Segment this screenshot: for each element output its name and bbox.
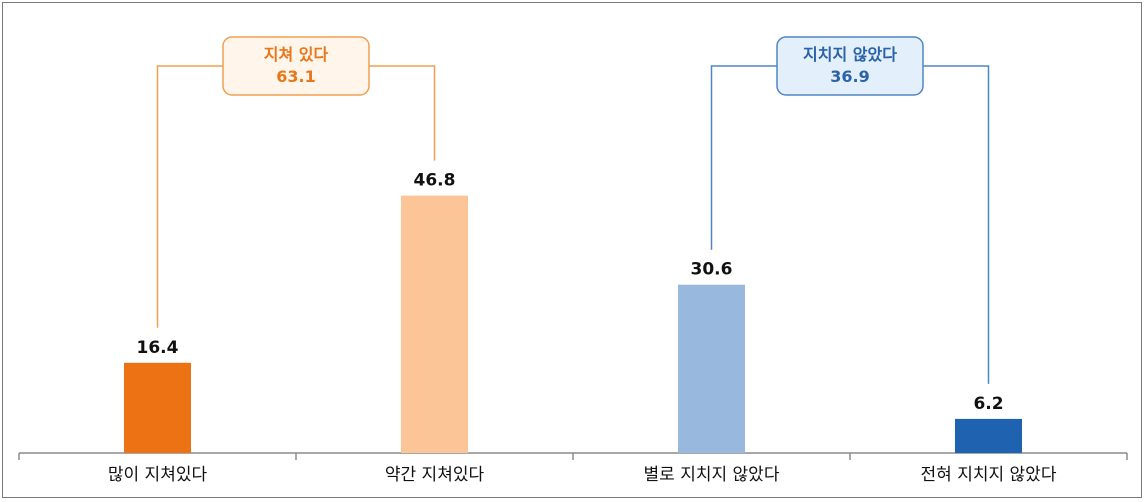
group-total-value: 63.1 (276, 67, 315, 86)
group-labels: 지쳐 있다 63.1 지치지 않았다 36.9 (264, 45, 897, 86)
bar-value-label: 6.2 (973, 394, 1003, 414)
bar-value-label: 16.4 (137, 338, 179, 358)
category-label: 약간 지쳐있다 (385, 465, 485, 485)
category-labels: 많이 지쳐있다 약간 지쳐있다 별로 지치지 않았다 전혀 지치지 않았다 (108, 465, 1057, 485)
group-label: 지치지 않았다 (803, 45, 897, 64)
category-label: 많이 지쳐있다 (108, 465, 208, 485)
bar-value-label: 46.8 (414, 171, 456, 191)
category-label: 전혀 지치지 않았다 (921, 465, 1057, 485)
group-bracket-line (710, 65, 990, 384)
group-brackets (156, 36, 990, 384)
bar (955, 418, 1022, 453)
bar (124, 362, 191, 453)
group-label-box (222, 36, 370, 96)
bar (678, 284, 745, 453)
group-bracket-line (156, 65, 436, 328)
bars (124, 195, 1022, 453)
x-axis-ticks (18, 453, 1128, 460)
category-label: 별로 지치지 않았다 (644, 465, 780, 485)
group-total-value: 36.9 (830, 67, 869, 86)
bar (401, 195, 468, 453)
value-labels: 16.4 46.8 30.6 6.2 (137, 171, 1004, 414)
bar-value-label: 30.6 (691, 260, 733, 280)
group-label: 지쳐 있다 (264, 45, 329, 64)
group-label-box (776, 36, 924, 96)
